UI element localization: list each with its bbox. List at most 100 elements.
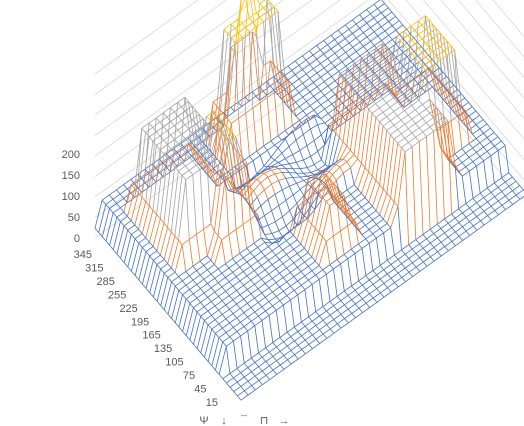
mesh-segment <box>479 115 484 120</box>
mesh-segment <box>440 236 449 243</box>
mesh-segment <box>282 236 287 241</box>
mesh-segment <box>322 314 331 321</box>
mesh-segment <box>383 269 388 275</box>
mesh-segment <box>357 188 362 194</box>
mesh-segment <box>294 60 300 66</box>
mesh-segment <box>218 304 227 311</box>
mesh-segment <box>138 279 143 285</box>
mesh-segment <box>222 341 227 347</box>
mesh-segment <box>267 221 276 226</box>
mesh-segment <box>348 23 357 30</box>
mesh-segment <box>321 180 326 185</box>
mesh-segment <box>116 211 125 218</box>
mesh-segment <box>163 267 172 274</box>
mesh-segment <box>327 80 336 87</box>
mesh-segment <box>339 161 348 168</box>
mesh-segment <box>214 286 223 293</box>
mesh-segment <box>328 164 337 172</box>
mesh-segment <box>450 163 456 168</box>
mesh-segment <box>508 194 517 201</box>
mesh-segment <box>372 184 380 207</box>
mesh-segment <box>101 199 107 205</box>
mesh-segment <box>426 247 435 253</box>
mesh-segment <box>203 223 212 230</box>
mesh-segment <box>357 167 366 190</box>
mesh-segment <box>196 292 205 299</box>
mesh-segment <box>227 47 232 117</box>
mesh-segment <box>425 70 430 100</box>
mesh-segment <box>206 158 215 165</box>
mesh-segment <box>295 82 303 89</box>
mesh-segment <box>393 133 402 140</box>
mesh-segment <box>254 292 262 299</box>
mesh-segment <box>238 186 243 189</box>
mesh-segment <box>288 82 293 126</box>
mesh-segment <box>252 31 260 101</box>
mesh-segment <box>396 98 401 104</box>
mesh-segment <box>347 211 352 217</box>
mesh-segment <box>408 266 417 273</box>
mesh-segment <box>225 277 230 283</box>
mesh-segment <box>361 193 366 198</box>
mesh-segment <box>189 270 197 277</box>
mesh-segment <box>306 114 315 119</box>
mesh-segment <box>295 110 304 117</box>
mesh-segment <box>292 194 298 204</box>
mesh-segment <box>483 205 492 212</box>
mesh-segment <box>257 260 262 266</box>
mesh-segment <box>192 133 197 138</box>
mesh-segment <box>200 315 205 321</box>
mesh-segment <box>185 279 194 286</box>
mesh-segment <box>393 201 399 207</box>
mesh-segment <box>279 267 287 274</box>
mesh-segment <box>285 218 294 227</box>
mesh-segment <box>408 239 417 246</box>
mesh-segment <box>216 170 222 187</box>
mesh-segment <box>364 63 369 68</box>
mesh-segment <box>454 49 459 116</box>
mesh-segment <box>347 217 352 223</box>
mesh-segment <box>393 83 398 89</box>
mesh-segment <box>358 238 366 245</box>
mesh-segment <box>327 71 332 77</box>
mesh-segment <box>239 261 248 268</box>
mesh-segment <box>250 213 258 220</box>
mesh-segment <box>246 199 251 207</box>
mesh-segment <box>368 210 377 217</box>
mesh-segment <box>357 104 366 159</box>
mesh-segment <box>328 126 333 132</box>
mesh-segment <box>376 238 381 266</box>
mesh-segment <box>192 155 201 162</box>
mesh-segment <box>358 275 367 282</box>
mesh-segment <box>316 72 321 78</box>
mesh-segment <box>251 91 257 97</box>
mesh-segment <box>387 273 392 279</box>
mesh-segment <box>210 235 219 261</box>
mesh-segment <box>289 210 294 220</box>
mesh-segment <box>163 272 169 278</box>
mesh-segment <box>301 349 306 355</box>
mesh-segment <box>185 293 194 300</box>
mesh-segment <box>167 286 176 315</box>
mesh-segment <box>320 90 325 96</box>
mesh-segment <box>429 126 434 132</box>
mesh-segment <box>443 120 452 127</box>
mesh-segment <box>364 176 373 198</box>
mesh-segment <box>296 253 302 259</box>
mesh-segment <box>120 258 125 263</box>
mesh-segment <box>361 201 370 208</box>
mesh-segment <box>368 171 373 177</box>
mesh-segment <box>244 390 249 396</box>
mesh-segment <box>336 254 345 260</box>
mesh-segment <box>508 199 514 205</box>
mesh-segment <box>346 82 351 88</box>
mesh-segment <box>301 330 309 337</box>
mesh-segment <box>267 159 275 167</box>
mesh-segment <box>397 115 402 121</box>
mesh-segment <box>232 313 238 319</box>
mesh-segment <box>309 77 314 83</box>
mesh-segment <box>419 136 427 142</box>
mesh-segment <box>210 129 219 156</box>
mesh-segment <box>324 124 329 145</box>
mesh-segment <box>465 147 473 154</box>
